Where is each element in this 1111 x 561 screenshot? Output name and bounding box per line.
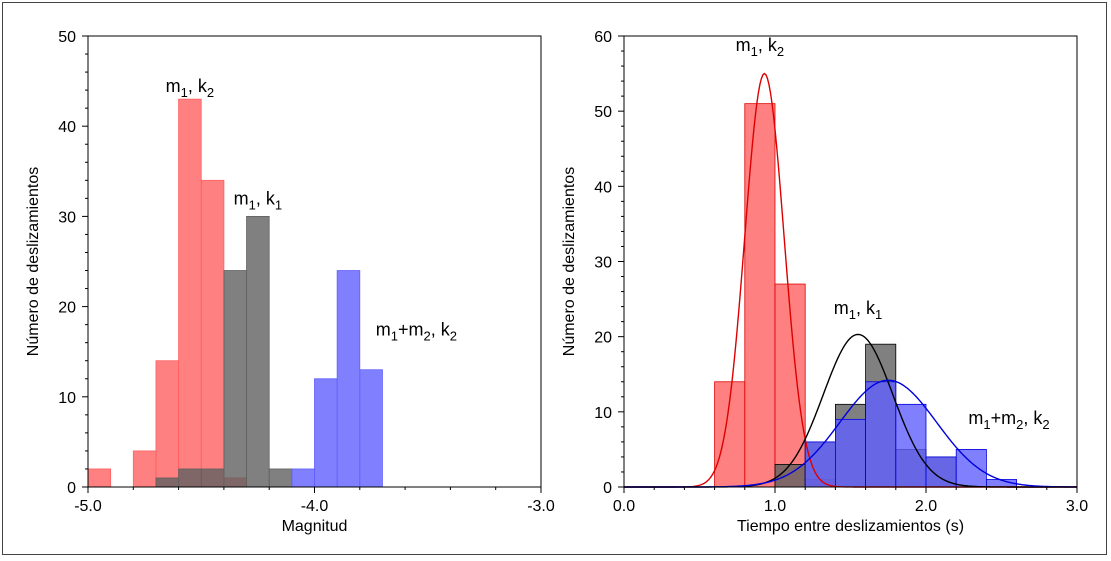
y-tick-label: 50 [594,104,612,121]
chart-panel-right: 0 10 20 30 40 50 60 0.0 1.0 2.0 3.0 Tiempo entre de… [561,29,1088,535]
y-tick-label: 0 [603,480,612,497]
bar-series3-bin1 [291,468,315,488]
bar-series3-bin3 [865,381,897,488]
y-tick-label: 10 [594,405,612,422]
bar-series3-bin4 [359,369,383,488]
bar-series1-bin4 [178,98,202,488]
bar-series2-bin4 [223,270,247,488]
series-label-3: m1+m2, k2 [376,319,457,343]
y-tick-label: 50 [58,29,76,46]
bar-series1-bin5 [200,179,225,488]
y-tick-label: 0 [67,480,76,497]
bar-series1-bin2 [744,103,776,488]
series-label-2: m1, k1 [834,298,882,322]
bar-series3-bin6 [955,449,987,488]
x-tick-label: -3.0 [527,498,555,515]
bar-series3-bin4 [895,403,927,488]
bar-series3-bin2 [835,418,867,488]
y-tick-label: 30 [594,255,612,272]
bar-series2-bin6 [268,468,293,488]
bar-series3-bin3 [336,270,361,488]
y-tick-label: 60 [594,29,612,46]
x-tick-label: -5.0 [74,498,102,515]
y-tick-label: 40 [58,119,76,136]
x-tick-label: 2.0 [915,498,937,515]
x-tick-label: 3.0 [1066,498,1088,515]
y-tick-label: 40 [594,179,612,196]
y-axis-title: Número de deslizamientos [25,167,42,356]
bar-series2-bin3 [200,468,225,488]
x-tick-label: -4.0 [301,498,329,515]
bar-series2-bin5 [246,215,270,488]
y-axis-title: Número de deslizamientos [561,167,578,356]
y-tick-label: 20 [594,330,612,347]
bar-series3-bin2 [314,378,338,488]
series-label-1: m1, k2 [166,76,214,100]
series-label-2: m1, k1 [234,189,282,213]
y-tick-label: 20 [58,300,76,317]
y-tick-label: 30 [58,209,76,226]
histogram-figure: 0 10 20 30 40 50 -5.0 -4.0 -3.0 Magnitud Número de… [25,29,1088,535]
bar-series2-bin2 [178,468,202,488]
bar-series1-bin3 [155,360,179,488]
bar-series1-bin1 [87,468,112,488]
y-tick-label: 10 [58,390,76,407]
x-tick-label: 1.0 [764,498,786,515]
x-tick-label: 0.0 [613,498,635,515]
series-label-1: m1, k2 [736,35,784,59]
series-label-3: m1+m2, k2 [968,408,1049,432]
bar-series2-bin1 [155,477,179,488]
chart-panel-left: 0 10 20 30 40 50 -5.0 -4.0 -3.0 Magnitud Número de… [25,29,555,535]
x-axis-title: Magnitud [282,518,348,535]
bar-series1-bin2 [132,450,157,488]
x-axis-title: Tiempo entre deslizamientos (s) [737,518,964,535]
